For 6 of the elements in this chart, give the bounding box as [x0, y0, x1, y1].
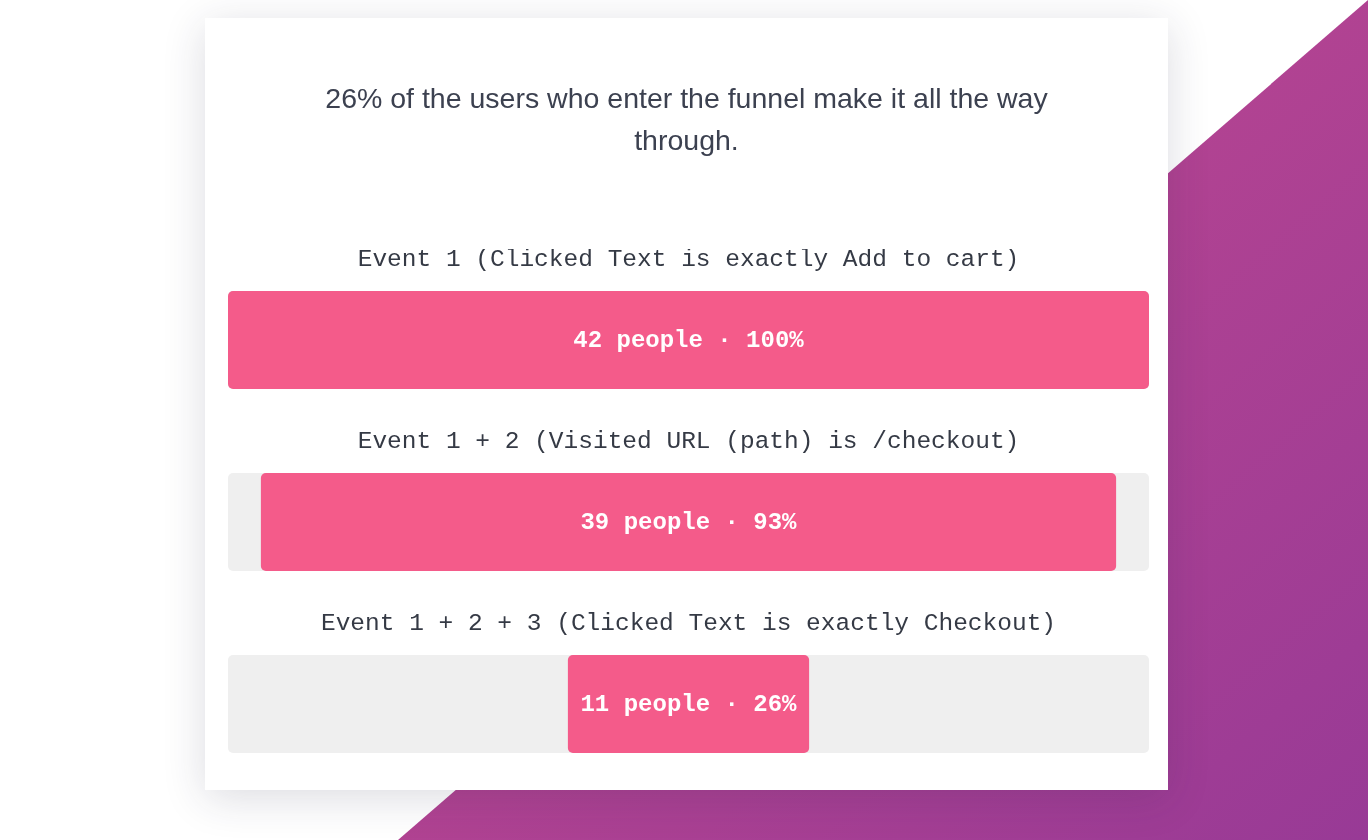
category-label: Event 1 + 2 + 3 (Clicked Text is exactly Checkout) — [320, 609, 1057, 637]
data-label: 42 people · 100% — [573, 326, 805, 354]
data-label: 11 people · 26% — [580, 690, 798, 718]
text: 26% of the users who enter the funnel make it all the way through. — [324, 81, 1049, 158]
data-label: 39 people · 93% — [580, 508, 798, 536]
category-label: Event 1 + 2 (Visited URL (path) is /checkout) — [357, 427, 1020, 455]
